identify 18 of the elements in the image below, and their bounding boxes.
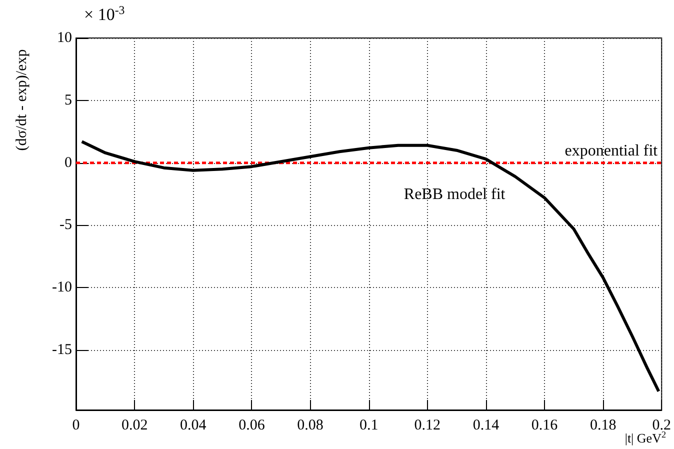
x-tick-label: 0.1: [359, 418, 378, 434]
y-tick-label: -15: [52, 342, 72, 358]
x-tick-label: 0.02: [121, 418, 148, 434]
y-tick-label: 10: [57, 30, 72, 46]
y-tick-label: -10: [52, 280, 72, 296]
x-tick-label: 0.08: [297, 418, 324, 434]
series-label: ReBB model fit: [404, 186, 506, 204]
x-tick-label: 0.12: [414, 418, 440, 434]
series-label: exponential fit: [564, 142, 658, 160]
x-tick-label: 0.16: [531, 418, 558, 434]
x-tick-label: 0.04: [180, 418, 207, 434]
y-tick-label: 5: [64, 92, 72, 108]
y-axis-title: (dσ/dt - exp)/exp: [14, 49, 30, 151]
x-tick-label: 0.14: [472, 418, 500, 434]
x-tick-label: 0.06: [238, 418, 266, 434]
x-tick-label: 0.18: [590, 418, 616, 434]
y-tick-label: 0: [64, 154, 72, 171]
y-tick-label: -5: [60, 217, 72, 234]
